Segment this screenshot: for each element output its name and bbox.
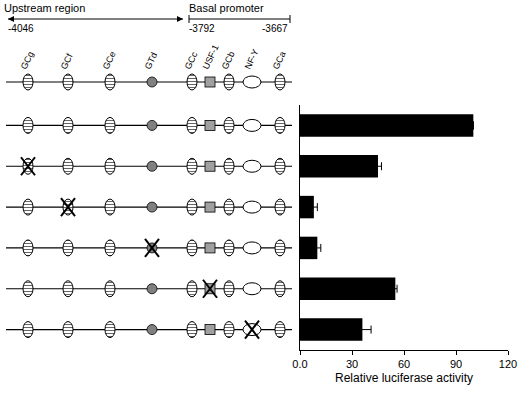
svg-text:Upstream region: Upstream region <box>4 2 85 14</box>
svg-text:0.0: 0.0 <box>292 358 307 370</box>
svg-text:GCf: GCf <box>59 52 75 71</box>
svg-text:GTd: GTd <box>143 51 159 71</box>
svg-text:NF-Y: NF-Y <box>243 48 261 71</box>
svg-text:Relative luciferase activity: Relative luciferase activity <box>335 371 473 385</box>
svg-text:GCg: GCg <box>19 50 36 71</box>
svg-text:GCb: GCb <box>220 50 237 71</box>
svg-text:120: 120 <box>499 358 517 370</box>
svg-text:GCe: GCe <box>101 50 118 71</box>
svg-text:-4046: -4046 <box>8 23 34 34</box>
svg-text:GCa: GCa <box>271 50 288 71</box>
svg-text:-3667: -3667 <box>262 23 288 34</box>
svg-text:Basal promoter: Basal promoter <box>189 2 264 14</box>
svg-text:90: 90 <box>450 358 462 370</box>
svg-text:USF-1: USF-1 <box>201 43 221 71</box>
svg-text:-3792: -3792 <box>189 23 215 34</box>
svg-text:60: 60 <box>398 358 410 370</box>
svg-text:30: 30 <box>346 358 358 370</box>
svg-text:GCc: GCc <box>183 50 200 71</box>
